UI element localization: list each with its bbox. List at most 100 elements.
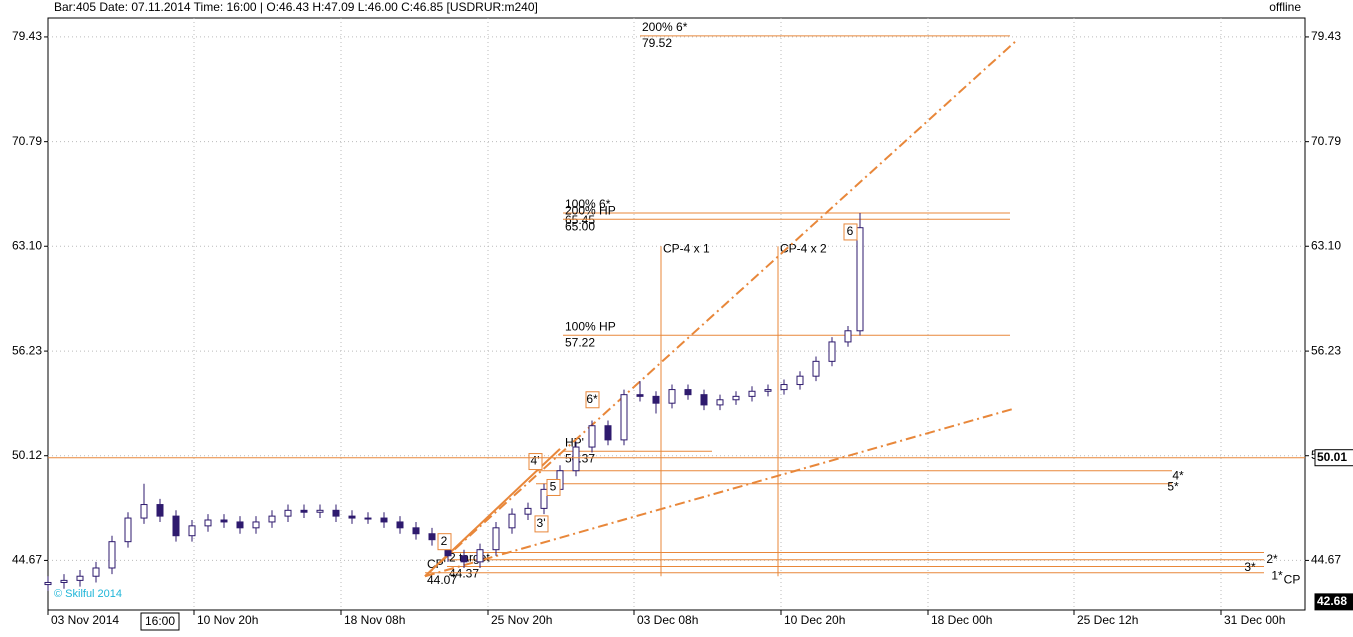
candle-body (764, 389, 772, 392)
candle-body (652, 395, 660, 404)
level-value: 44.07 (427, 573, 457, 587)
candle-body (204, 519, 212, 527)
candle-body (700, 394, 708, 406)
price-tag (1314, 449, 1353, 467)
marker-label: 4' (531, 454, 540, 468)
marker-label: 5* (1167, 480, 1179, 494)
y-tick-label: 70.79 (1311, 134, 1341, 148)
price-tag-label: 50.01 (1317, 450, 1347, 464)
plot-frame (47, 17, 1306, 611)
level-value: 65.45 (565, 213, 595, 227)
marker-label: 3' (537, 516, 546, 530)
candle-body (460, 555, 468, 563)
candle-body (716, 399, 724, 406)
vertical-label: CP-4 x 1 (663, 241, 710, 255)
level-value: 79.52 (642, 36, 672, 50)
y-tick-label: 44.67 (1311, 553, 1341, 567)
marker-box (843, 223, 858, 241)
marker-label: 3* (1244, 560, 1256, 574)
level-value: 44.37 (449, 567, 479, 581)
x-tick-label: 18 Nov 08h (344, 613, 405, 627)
x-tick-label: 25 Nov 20h (491, 613, 552, 627)
marker-label: 1* (1271, 568, 1283, 582)
marker-label: CP (1284, 573, 1301, 587)
candle-body (796, 375, 804, 386)
candle-body (220, 519, 228, 523)
candle-body (856, 227, 864, 332)
candle-body (316, 509, 324, 513)
candle-body (268, 515, 276, 523)
price-tag (1314, 593, 1353, 611)
y-tick-label: 63.10 (1311, 238, 1341, 252)
y-tick-label: 63.10 (12, 238, 42, 252)
trendline (424, 407, 1016, 578)
candle-body (844, 330, 852, 343)
candle-body (636, 394, 644, 397)
level-value: 65.00 (565, 219, 595, 233)
candle-body (780, 384, 788, 391)
candle-body (684, 389, 692, 396)
candle-body (60, 579, 68, 583)
candle-body (108, 541, 116, 569)
x-tick-label: 10 Dec 20h (784, 613, 845, 627)
candle-body (540, 488, 548, 509)
marker-label: 2 (441, 534, 448, 548)
candle-body (396, 521, 404, 529)
candle-body (428, 533, 436, 541)
header-info: Bar:405 Date: 07.11.2014 Time: 16:00 | O… (54, 0, 538, 14)
level-name: 200% 6* (642, 20, 688, 34)
marker-box (546, 478, 561, 496)
y-tick-label: 56.23 (1311, 343, 1341, 357)
x-tick-label: 03 Dec 08h (637, 613, 698, 627)
trendline (424, 41, 1016, 577)
candle-body (92, 567, 100, 577)
candle-body (588, 425, 596, 448)
candle-body (172, 515, 180, 537)
candle-body (492, 527, 500, 551)
candle-body (300, 509, 308, 513)
x-tick-label: 10 Nov 20h (197, 613, 258, 627)
status: offline (1269, 0, 1301, 14)
level-name: 100% 6* (565, 197, 611, 211)
candle-body (412, 527, 420, 535)
candle-body (524, 507, 532, 515)
candle-body (620, 394, 628, 441)
candle-body (748, 390, 756, 397)
candle-body (604, 425, 612, 441)
candle-body (332, 509, 340, 517)
candle-body (364, 517, 372, 520)
marker-label: 5 (550, 480, 557, 494)
candle-body (140, 504, 148, 519)
candle-body (252, 521, 260, 529)
candle-body (476, 549, 484, 563)
x-tick-label: 25 Dec 12h (1077, 613, 1138, 627)
marker-box (534, 515, 549, 533)
level-value: 50.37 (565, 451, 595, 465)
candle-body (348, 515, 356, 519)
x-tick-label: 31 Dec 00h (1224, 613, 1285, 627)
candle-body (284, 509, 292, 517)
level-name: 100% HP (565, 319, 616, 333)
y-tick-label: 56.23 (12, 343, 42, 357)
candle-body (236, 521, 244, 529)
marker-box (585, 391, 600, 409)
y-tick-label: 50.12 (12, 448, 42, 462)
candle-body (732, 395, 740, 401)
x-tick-label: 03 Nov 2014 (51, 613, 119, 627)
cursor-label: 16:00 (145, 614, 175, 628)
candle-body (156, 504, 164, 517)
marker-label: 6 (847, 224, 854, 238)
candle-body (380, 517, 388, 523)
marker-box (437, 533, 452, 551)
marker-label: 6* (586, 392, 598, 406)
cursor-box (140, 612, 180, 631)
y-tick-label: 79.43 (1311, 29, 1341, 43)
candle-body (44, 581, 52, 586)
candle-body (508, 513, 516, 529)
x-tick-label: 18 Dec 00h (931, 613, 992, 627)
marker-label: 4* (1172, 468, 1184, 482)
candle-body (812, 360, 820, 377)
candle-body (828, 341, 836, 362)
